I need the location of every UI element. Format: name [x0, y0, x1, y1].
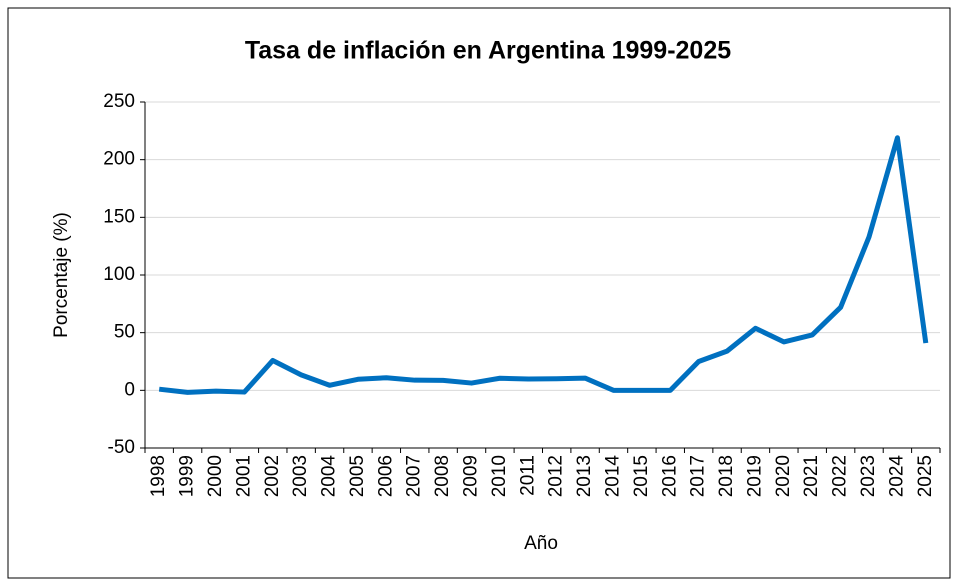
chart-title: Tasa de inflación en Argentina 1999-2025 — [245, 37, 731, 65]
x-tick-label: 2023 — [858, 455, 879, 497]
x-tick-label: 2007 — [404, 455, 425, 497]
y-tick-label: 200 — [103, 149, 135, 170]
x-tick-label: 2012 — [546, 455, 567, 497]
y-tick-label: -50 — [108, 437, 135, 458]
y-tick-label: 250 — [103, 91, 135, 112]
x-tick-label: 2013 — [574, 455, 595, 497]
x-tick-label: 2015 — [631, 455, 652, 497]
chart-frame — [7, 7, 951, 579]
x-tick-label: 2003 — [290, 455, 311, 497]
x-tick-label: 2002 — [262, 455, 283, 497]
x-tick-label: 2005 — [347, 455, 368, 497]
x-tick-label: 2010 — [489, 455, 510, 497]
y-tick-label: 50 — [114, 322, 135, 343]
x-tick-label: 2021 — [801, 455, 822, 497]
y-tick-label: 0 — [124, 379, 135, 400]
y-axis-label: Porcentaje (%) — [51, 212, 72, 338]
x-tick-label: 2004 — [319, 455, 340, 498]
x-tick-label: 2025 — [915, 455, 936, 497]
x-tick-label: 2014 — [602, 455, 623, 498]
data-line — [158, 135, 929, 395]
x-tick-label: 2020 — [773, 455, 794, 497]
x-tick-label: 2016 — [659, 455, 680, 497]
x-tick-label: 1999 — [177, 455, 198, 497]
x-tick-label: 2006 — [375, 455, 396, 497]
x-axis-label: Año — [524, 533, 558, 554]
x-tick-label: 2024 — [886, 455, 907, 498]
x-tick-label: 2011 — [517, 455, 538, 496]
x-tick-label: 2009 — [461, 455, 482, 497]
x-tick-label: 1998 — [148, 455, 169, 497]
x-tick-label: 2017 — [688, 455, 709, 497]
x-tick-label: 2018 — [716, 455, 737, 497]
x-tick-label: 2000 — [205, 455, 226, 497]
y-tick-label: 100 — [103, 264, 135, 285]
x-tick-label: 2008 — [432, 455, 453, 497]
x-tick-label: 2001 — [233, 455, 254, 497]
x-tick-label: 2022 — [830, 455, 851, 497]
x-tick-label: 2019 — [744, 455, 765, 497]
y-tick-label: 150 — [103, 206, 135, 227]
